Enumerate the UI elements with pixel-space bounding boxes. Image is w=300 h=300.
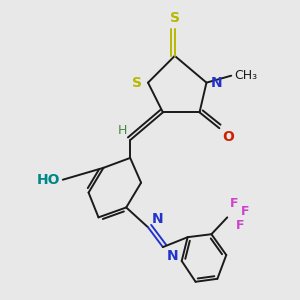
Text: O: O — [222, 130, 234, 144]
Text: F: F — [236, 219, 245, 232]
Text: N: N — [152, 212, 164, 226]
Text: CH₃: CH₃ — [234, 69, 257, 82]
Text: F: F — [230, 197, 239, 210]
Text: N: N — [167, 249, 178, 263]
Text: S: S — [170, 11, 180, 25]
Text: F: F — [241, 205, 250, 218]
Text: S: S — [132, 76, 142, 90]
Text: H: H — [118, 124, 127, 137]
Text: N: N — [210, 76, 222, 90]
Text: HO: HO — [36, 173, 60, 187]
